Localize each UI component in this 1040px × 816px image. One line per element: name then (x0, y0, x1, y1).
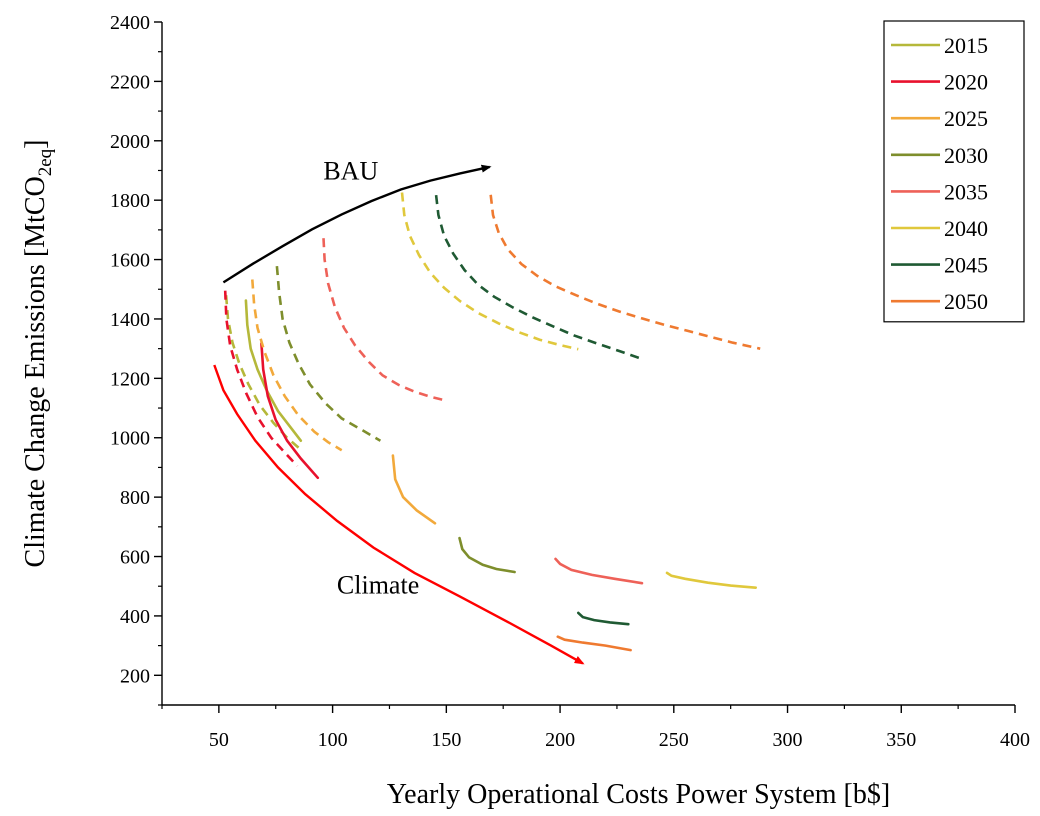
y-tick-label: 1800 (110, 190, 150, 212)
legend-label-2045: 2045 (944, 253, 988, 278)
legend-box (883, 20, 1025, 323)
y-tick-label: 400 (120, 606, 150, 628)
legend: 2015 2020 2025 2030 2035 2040 2045 2050 (883, 20, 1025, 323)
y-axis-title: Climate Change Emissions [MtCO2eq] (20, 140, 56, 568)
legend-label-2015: 2015 (944, 33, 988, 58)
y-tick-label: 1000 (110, 428, 150, 450)
x-tick-label: 100 (318, 729, 348, 751)
series-2050-dashed (489, 194, 761, 350)
y-axis-title-subscript: 2eq (35, 148, 56, 176)
annotation-layer: BAU Climate (213, 156, 585, 665)
x-tick-label: 150 (431, 729, 461, 751)
legend-label-2025: 2025 (944, 106, 988, 131)
annotation-arrow-bau (222, 164, 492, 284)
series-2030-dashed (275, 265, 382, 442)
x-tick-label: 50 (209, 729, 229, 751)
series-2020-dashed (223, 290, 299, 467)
series-2025-dashed (251, 279, 343, 452)
series-2045-dashed (434, 194, 643, 361)
x-tick-label: 300 (773, 729, 803, 751)
legend-label-2050: 2050 (944, 289, 988, 314)
y-tick-label: 800 (120, 487, 150, 509)
series-2015-solid (244, 299, 303, 442)
y-tick-label: 2200 (110, 71, 150, 93)
y-tick-label: 1200 (110, 368, 150, 390)
y-axis-title-main: Climate Change Emissions [MtCO (20, 176, 51, 567)
y-axis-title-close: ] (20, 140, 51, 149)
legend-label-2020: 2020 (944, 70, 988, 95)
series-2020-solid (260, 342, 320, 480)
annotation-label-bau: BAU (323, 156, 378, 185)
series-2035-solid (554, 557, 644, 585)
series-layer (223, 192, 761, 652)
series-2045-solid (577, 611, 630, 626)
x-tick-label: 200 (545, 729, 575, 751)
series-2040-solid (665, 571, 757, 589)
x-tick-label: 350 (886, 729, 916, 751)
y-tick-label: 2400 (110, 12, 150, 34)
annotation-arrow-climate (213, 364, 585, 665)
y-tick-label: 600 (120, 547, 150, 569)
x-axis-title: Yearly Operational Costs Power System [b… (387, 779, 890, 810)
y-tick-label: 2000 (110, 131, 150, 153)
annotation-label-climate: Climate (337, 571, 419, 600)
legend-label-2035: 2035 (944, 179, 988, 204)
y-tick-label: 200 (120, 665, 150, 687)
series-2030-solid (458, 536, 516, 574)
series-2025-solid (391, 454, 437, 525)
x-tick-label: 250 (659, 729, 689, 751)
series-2040-dashed (400, 192, 579, 351)
legend-label-2030: 2030 (944, 143, 988, 168)
y-tick-label: 1600 (110, 250, 150, 272)
y-tick-label: 1400 (110, 309, 150, 331)
x-tick-label: 400 (1000, 729, 1030, 751)
series-2035-dashed (322, 238, 447, 402)
legend-label-2040: 2040 (944, 216, 988, 241)
series-2050-solid (556, 635, 632, 652)
axes: 200 400 600 800 1000 1200 1400 1600 1800 2000 2200… (20, 12, 1030, 810)
